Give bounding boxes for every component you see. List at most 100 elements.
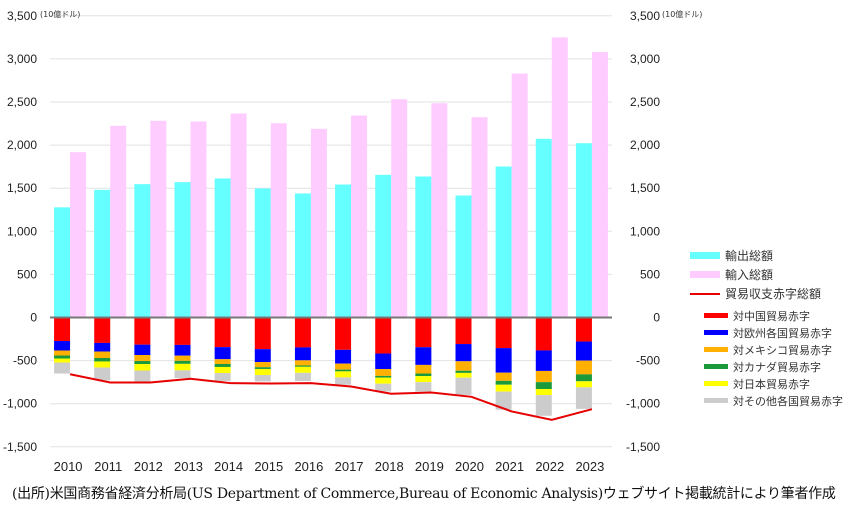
y-tick-label-right: 3,000 [630, 52, 660, 66]
legend-swatch-europe [704, 330, 728, 335]
deficit-segment [214, 359, 231, 364]
y-axis-left: 3,500 3,000 2,500 2,000 1,500 1,000 500 0 -500 -1… [3, 9, 37, 454]
import-bar [150, 120, 167, 318]
deficit-segment [174, 317, 191, 345]
deficit-segment [254, 368, 271, 375]
export-bar [495, 166, 512, 318]
legend-item-china: 対中国貿易赤字 [690, 307, 843, 324]
y-tick-label-left: 2,500 [7, 95, 37, 109]
deficit-segment [415, 317, 432, 348]
deficit-segment [535, 389, 552, 396]
deficit-segment [174, 344, 191, 356]
stacked-deficit-bars [54, 317, 592, 416]
deficit-segment [254, 374, 271, 382]
y-tick-label-left: 3,500 [7, 9, 37, 23]
export-bar [94, 189, 111, 318]
deficit-segment [535, 382, 552, 390]
deficit-segment [54, 355, 71, 359]
deficit-segment [174, 355, 191, 361]
deficit-segment [455, 317, 472, 345]
deficit-segment [294, 372, 311, 382]
deficit-segment [455, 377, 472, 395]
deficit-segment [134, 344, 151, 355]
deficit-segment [134, 354, 151, 362]
legend-label: 対メキシコ貿易赤字 [733, 343, 832, 357]
import-bar [70, 152, 87, 318]
deficit-segment [294, 366, 311, 373]
import-bar [551, 37, 568, 318]
y-tick-label-left: 500 [17, 267, 37, 281]
legend-item-others: 対その他各国貿易赤字 [690, 392, 843, 409]
legend-swatch-others [704, 398, 728, 403]
export-bar [415, 176, 432, 318]
deficit-segment [214, 366, 231, 374]
deficit-segment [94, 342, 111, 352]
deficit-segment [495, 317, 512, 349]
export-bar [294, 193, 311, 318]
deficit-segment [575, 374, 592, 382]
legend: 輸出総額 輸入総額 貿易収支赤字総額 対中国貿易赤字 対欧州各国貿易赤字 対メキ… [690, 246, 843, 409]
x-tick-label: 2013 [174, 459, 203, 474]
deficit-segment [335, 363, 352, 370]
deficit-segment [375, 377, 392, 384]
y-tick-label-right: 1,000 [630, 224, 660, 238]
x-tick-label: 2021 [495, 459, 524, 474]
export-bar [375, 174, 392, 318]
y-tick-label-right: 500 [640, 267, 660, 281]
legend-swatch-japan [704, 381, 728, 386]
legend-item-canada: 対カナダ貿易赤字 [690, 358, 843, 375]
y-tick-label-left: 0 [30, 311, 37, 325]
deficit-segment [254, 349, 271, 363]
deficit-segment [535, 395, 552, 416]
y-tick-label-left: 3,000 [7, 52, 37, 66]
y-tick-label-left: 1,500 [7, 181, 37, 195]
x-tick-label: 2022 [535, 459, 564, 474]
export-bar [54, 207, 71, 318]
y-tick-label-right: 1,500 [630, 181, 660, 195]
deficit-segment [54, 358, 71, 363]
legend-label: 貿易収支赤字総額 [725, 287, 822, 301]
deficit-segment [214, 363, 231, 367]
deficit-segment [134, 370, 151, 383]
deficit-segment [495, 391, 512, 410]
y-tick-label-left: 2,000 [7, 138, 37, 152]
y-axis-right: 3,500 3,000 2,500 2,000 1,500 1,000 500 0 -500 -1… [626, 9, 660, 454]
y-tick-label-right: 2,000 [630, 138, 660, 152]
x-tick-label: 2023 [575, 459, 604, 474]
x-tick-label: 2019 [415, 459, 444, 474]
x-axis: 2010 2011 2012 2013 2014 2015 2016 2017 2018 2019… [54, 459, 605, 474]
legend-label: 輸入総額 [725, 268, 774, 282]
legend-swatch-exports [690, 252, 720, 259]
deficit-segment [294, 347, 311, 361]
import-bar [110, 125, 127, 318]
export-bar [455, 195, 472, 318]
export-bar [134, 184, 151, 318]
x-tick-label: 2020 [455, 459, 484, 474]
deficit-segment [495, 380, 512, 385]
legend-label: 輸出総額 [725, 249, 774, 263]
legend-label: 対中国貿易赤字 [733, 309, 810, 323]
y-tick-label-left: 1,000 [7, 224, 37, 238]
legend-item-europe: 対欧州各国貿易赤字 [690, 324, 843, 341]
deficit-segment [94, 351, 111, 359]
legend-label: 対カナダ貿易赤字 [733, 360, 821, 374]
legend-label: 対欧州各国貿易赤字 [733, 326, 832, 340]
deficit-segment [254, 362, 271, 368]
deficit-segment [214, 317, 231, 348]
deficit-segment [174, 370, 191, 379]
deficit-segment [254, 367, 271, 369]
deficit-segment [495, 384, 512, 392]
x-tick-label: 2011 [94, 459, 122, 474]
source-caption: (出所)米国商務省経済分析局(US Department of Commerce… [12, 486, 836, 502]
deficit-segment [335, 369, 352, 372]
deficit-segment [174, 363, 191, 371]
import-bar [230, 113, 247, 318]
legend-item-deficit-total: 貿易収支赤字総額 [690, 284, 843, 303]
export-bar [214, 178, 231, 318]
deficit-segment [335, 377, 352, 385]
legend-label: 対日本貿易赤字 [733, 377, 810, 391]
deficit-segment [54, 341, 71, 351]
deficit-segment [415, 376, 432, 383]
import-bar [471, 117, 488, 318]
deficit-segment [535, 370, 552, 383]
